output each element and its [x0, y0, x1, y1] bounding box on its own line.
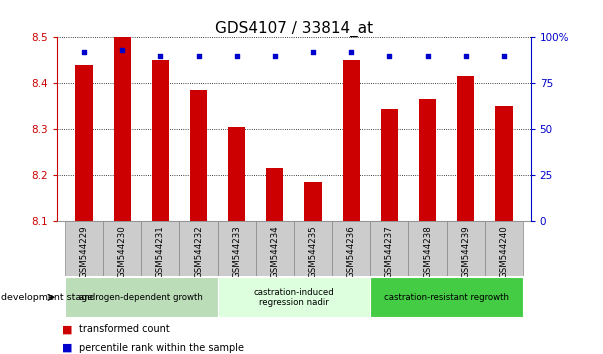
Text: castration-resistant regrowth: castration-resistant regrowth — [384, 293, 509, 302]
Text: GSM544235: GSM544235 — [309, 225, 318, 278]
Bar — [495, 106, 513, 221]
Bar — [113, 37, 131, 221]
Point — [385, 53, 394, 58]
Point — [156, 53, 165, 58]
Text: GSM544237: GSM544237 — [385, 225, 394, 278]
Bar — [141, 221, 180, 276]
Point — [461, 53, 470, 58]
Text: GSM544233: GSM544233 — [232, 225, 241, 278]
Text: GSM544239: GSM544239 — [461, 225, 470, 278]
Bar — [75, 65, 93, 221]
Text: GSM544240: GSM544240 — [499, 225, 508, 278]
Bar — [294, 221, 332, 276]
Bar — [218, 278, 370, 317]
Point — [423, 53, 432, 58]
Point — [79, 49, 89, 55]
Bar — [332, 221, 370, 276]
Title: GDS4107 / 33814_at: GDS4107 / 33814_at — [215, 21, 373, 37]
Text: GSM544234: GSM544234 — [270, 225, 279, 278]
Point — [118, 47, 127, 53]
Text: GSM544238: GSM544238 — [423, 225, 432, 278]
Text: ■: ■ — [62, 324, 72, 334]
Text: GSM544232: GSM544232 — [194, 225, 203, 278]
Bar — [408, 221, 447, 276]
Bar — [103, 221, 141, 276]
Bar — [447, 221, 485, 276]
Text: GSM544230: GSM544230 — [118, 225, 127, 278]
Text: androgen-dependent growth: androgen-dependent growth — [80, 293, 203, 302]
Bar — [419, 99, 436, 221]
Point — [194, 53, 203, 58]
Point — [232, 53, 242, 58]
Bar — [218, 221, 256, 276]
Bar — [370, 278, 523, 317]
Text: GSM544236: GSM544236 — [347, 225, 356, 278]
Bar — [256, 221, 294, 276]
Bar — [381, 108, 398, 221]
Bar — [370, 221, 408, 276]
Bar — [485, 221, 523, 276]
Point — [346, 49, 356, 55]
Text: development stage: development stage — [1, 293, 93, 302]
Bar — [267, 168, 283, 221]
Bar — [65, 278, 218, 317]
Bar — [152, 60, 169, 221]
Text: GSM544229: GSM544229 — [80, 225, 89, 278]
Point — [308, 49, 318, 55]
Bar — [65, 221, 103, 276]
Point — [499, 53, 509, 58]
Text: ■: ■ — [62, 343, 72, 353]
Bar — [305, 182, 321, 221]
Text: percentile rank within the sample: percentile rank within the sample — [78, 343, 244, 353]
Point — [270, 53, 280, 58]
Bar — [190, 90, 207, 221]
Bar — [180, 221, 218, 276]
Text: GSM544231: GSM544231 — [156, 225, 165, 278]
Bar — [457, 76, 475, 221]
Text: castration-induced
regression nadir: castration-induced regression nadir — [254, 288, 334, 307]
Bar — [343, 60, 360, 221]
Text: transformed count: transformed count — [78, 324, 169, 334]
Bar — [228, 127, 245, 221]
